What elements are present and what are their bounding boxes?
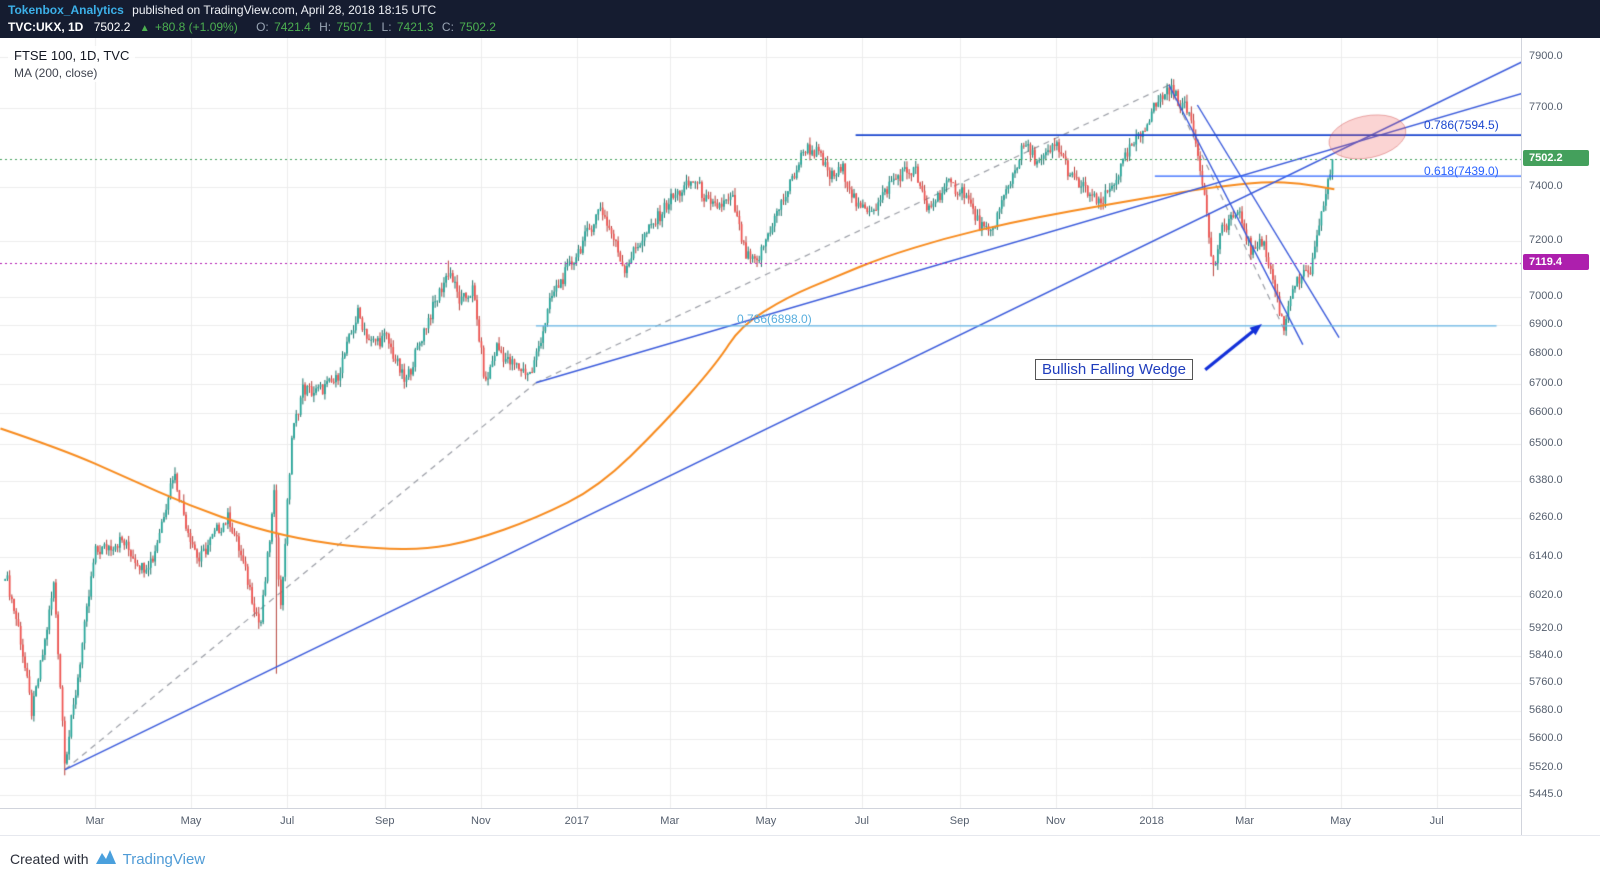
time-tick: Nov [471, 815, 491, 827]
time-tick: 2018 [1139, 815, 1164, 827]
price-chart-pane[interactable]: FTSE 100, 1D, TVC MA (200, close) 0.786(… [0, 38, 1521, 835]
publish-info-row: Tokenbox_Analytics published on TradingV… [8, 2, 1600, 19]
symbol-title[interactable]: TVC:UKX, 1D [8, 20, 84, 34]
wedge-annotation-label[interactable]: Bullish Falling Wedge [1035, 359, 1193, 380]
legend-ma200[interactable]: MA (200, close) [14, 66, 98, 80]
fib-label-7439[interactable]: 0.618(7439.0) [1424, 164, 1499, 178]
footer-bar: Created with TradingView [0, 835, 1600, 882]
price-tick: 7000.0 [1529, 289, 1563, 302]
price-tick: 6020.0 [1529, 588, 1563, 601]
price-tick: 5840.0 [1529, 648, 1563, 661]
price-tick: 7400.0 [1529, 179, 1563, 192]
time-tick: Mar [1235, 815, 1255, 827]
price-tick: 5445.0 [1529, 787, 1563, 800]
price-tick: 5760.0 [1529, 676, 1563, 689]
time-tick: Jul [280, 815, 295, 827]
time-tick: Jul [854, 815, 869, 827]
close-value: 7502.2 [459, 20, 496, 34]
time-axis[interactable]: Mar May Jul Sep Nov 2017 Mar May Jul Sep Nov 2018 Ma… [0, 808, 1521, 835]
price-change: +80.8 (+1.09%) [154, 20, 238, 34]
legend-symbol[interactable]: FTSE 100, 1D, TVC [14, 48, 130, 63]
time-tick: May [755, 815, 777, 827]
price-tick: 6600.0 [1529, 406, 1563, 419]
fib-label-6898[interactable]: 0.786(6898.0) [737, 312, 812, 326]
low-label: L: [381, 20, 392, 34]
high-label: H: [319, 20, 332, 34]
published-text: published on TradingView.com, April 28, … [132, 3, 437, 17]
fib-label-7594[interactable]: 0.786(7594.5) [1424, 118, 1499, 132]
price-tick: 6800.0 [1529, 347, 1563, 360]
price-tick: 7200.0 [1529, 233, 1563, 246]
price-tick: 5600.0 [1529, 732, 1563, 745]
open-label: O: [256, 20, 269, 34]
time-tick: Mar [85, 815, 105, 827]
author-link[interactable]: Tokenbox_Analytics [8, 3, 124, 17]
created-with-text: Created with [10, 851, 89, 867]
low-value: 7421.3 [396, 20, 434, 34]
price-tick: 5920.0 [1529, 622, 1563, 635]
time-tick: Mar [660, 815, 680, 827]
time-tick: Sep [949, 815, 970, 827]
tradingview-logo-icon [95, 849, 116, 869]
price-tick: 7900.0 [1529, 49, 1563, 62]
up-triangle-icon: ▲ [139, 23, 150, 34]
time-tick: Nov [1045, 815, 1066, 827]
high-value: 7507.1 [336, 20, 374, 34]
time-tick: May [180, 815, 202, 827]
symbol-info-row: TVC:UKX, 1D 7502.2 ▲ +80.8 (+1.09%) O: 7… [8, 19, 1600, 36]
header-bar: Tokenbox_Analytics published on TradingV… [0, 0, 1600, 38]
price-tick: 6900.0 [1529, 318, 1563, 331]
last-price-badge: 7502.2 [1523, 150, 1589, 167]
chart-legend: FTSE 100, 1D, TVC MA (200, close) [8, 46, 136, 82]
price-tick: 6140.0 [1529, 549, 1563, 562]
level-price-badge: 7119.4 [1523, 254, 1589, 271]
price-tick: 7700.0 [1529, 100, 1563, 113]
price-axis[interactable]: 7502.2 7119.4 7900.0 7700.0 7400.0 7200.0 70… [1521, 38, 1600, 835]
close-label: C: [441, 20, 454, 34]
price-tick: 5520.0 [1529, 760, 1563, 773]
time-tick: Jul [1429, 815, 1444, 827]
time-tick: Sep [374, 815, 395, 827]
last-price-value: 7502.2 [93, 20, 131, 34]
price-tick: 6260.0 [1529, 511, 1563, 524]
price-tick: 6700.0 [1529, 376, 1563, 389]
tradingview-brand-link[interactable]: TradingView [122, 850, 206, 868]
price-tick: 6500.0 [1529, 436, 1563, 449]
open-value: 7421.4 [274, 20, 311, 34]
chart-area: FTSE 100, 1D, TVC MA (200, close) 0.786(… [0, 38, 1600, 835]
time-tick: 2017 [564, 815, 590, 827]
price-tick: 6380.0 [1529, 473, 1563, 486]
price-tick: 5680.0 [1529, 704, 1563, 717]
time-tick: May [1330, 815, 1352, 827]
chart-canvas[interactable] [0, 38, 1521, 808]
